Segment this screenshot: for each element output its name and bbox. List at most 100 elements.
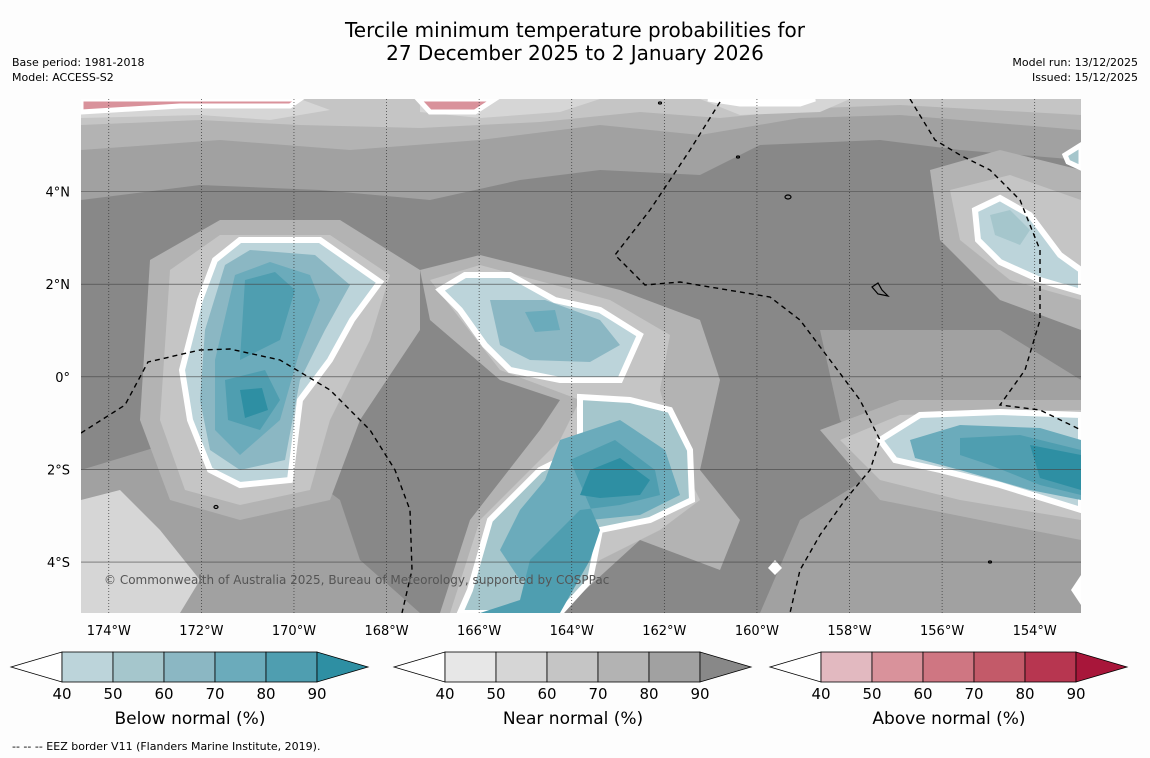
colorbar-segment — [214, 651, 267, 683]
colorbar-below: 40 50 60 70 80 90 — [9, 651, 370, 703]
island-5 — [735, 155, 741, 159]
footnote: -- -- -- EEZ border V11 (Flanders Marine… — [12, 740, 321, 753]
colorbar-segment — [495, 651, 548, 683]
colorbar-tick-label: 60 — [537, 685, 556, 703]
colorbar-extend-low — [9, 651, 63, 683]
issued-date: Issued: 15/12/2025 — [1031, 71, 1138, 84]
above-normal-label: Above normal (%) — [872, 709, 1026, 729]
colorbar-tick-label: 60 — [913, 685, 932, 703]
colorbar-extend-low — [392, 651, 446, 683]
longitude-label: 160°W — [735, 624, 779, 639]
colorbar-tick-label: 40 — [435, 685, 454, 703]
longitude-label: 164°W — [550, 624, 594, 639]
latitude-label: 2°N — [46, 278, 71, 293]
below-normal-east-90 — [1030, 445, 1081, 490]
latitude-label: 4°S — [47, 556, 70, 571]
longitude-label: 156°W — [920, 624, 964, 639]
colorbar-tick-label: 80 — [256, 685, 275, 703]
white-patch-1 — [768, 560, 782, 575]
longitude-label: 154°W — [1013, 624, 1057, 639]
below-normal-label: Below normal (%) — [114, 709, 266, 729]
map-plot-area: © Commonwealth of Australia 2025, Bureau… — [81, 99, 1081, 613]
above-normal-region-1 — [81, 99, 305, 115]
island-3 — [213, 504, 219, 510]
colorbar-tick-label: 60 — [154, 685, 173, 703]
meta-right: Model run: 13/12/2025 Issued: 15/12/2025 — [1012, 55, 1138, 85]
colorbar-tick-label: 40 — [52, 685, 71, 703]
colorbar-tick-label: 90 — [307, 685, 326, 703]
latitude-labels: 4°N 2°N 0° 2°S 4°S — [46, 186, 71, 571]
colorbar-segment — [922, 651, 975, 683]
above-normal-region-2 — [414, 99, 500, 115]
above-normal-region-3 — [707, 99, 816, 107]
near-normal-label: Near normal (%) — [502, 709, 644, 729]
colorbar-near: 40 50 60 70 80 90 — [392, 651, 753, 703]
title-line-2: 27 December 2025 to 2 January 2026 — [386, 41, 764, 65]
colorbar-segment — [871, 651, 924, 683]
colorbar-tick-label: 70 — [964, 685, 983, 703]
longitude-label: 162°W — [642, 624, 686, 639]
map-title: Tercile minimum temperature probabilitie… — [0, 19, 1150, 65]
colorbar-segment — [265, 651, 318, 683]
longitude-label: 166°W — [457, 624, 501, 639]
colorbar-segment — [546, 651, 599, 683]
colorbar-segment — [648, 651, 701, 683]
island-1 — [784, 194, 792, 200]
longitude-label: 158°W — [827, 624, 871, 639]
colorbar-segment — [444, 651, 497, 683]
colorbars: 40 50 60 70 80 90 40 50 60 70 80 90 40 50 60 70 80 90 — [9, 651, 1129, 703]
model-run: Model run: 13/12/2025 — [1012, 56, 1138, 69]
colorbar-extend-low — [768, 651, 822, 683]
below-normal-west-90 — [240, 388, 268, 418]
below-normal-central-70 — [525, 310, 560, 332]
longitude-label: 172°W — [179, 624, 223, 639]
colorbar-tick-label: 90 — [690, 685, 709, 703]
latitude-label: 4°N — [46, 186, 71, 201]
colorbar-extend-high — [1075, 651, 1129, 683]
colorbar-tick-label: 70 — [588, 685, 607, 703]
white-patch-2 — [1071, 575, 1081, 605]
eez-border-west — [81, 348, 413, 613]
colorbar-extend-high — [699, 651, 753, 683]
eez-border-central — [614, 101, 881, 613]
meta-left: Base period: 1981-2018 Model: ACCESS-S2 — [12, 55, 144, 85]
eez-border-east — [909, 99, 1081, 431]
base-period: Base period: 1981-2018 — [12, 56, 145, 69]
colorbar-tick-label: 50 — [862, 685, 881, 703]
colorbar-segment — [973, 651, 1026, 683]
longitude-label: 168°W — [364, 624, 408, 639]
below-normal-ne-50 — [990, 210, 1030, 245]
colorbar-tick-label: 70 — [205, 685, 224, 703]
islands — [213, 101, 993, 564]
island-6 — [987, 560, 993, 564]
below-normal-ne-edge — [1061, 142, 1081, 171]
colorbar-segment — [163, 651, 216, 683]
latitude-label: 0° — [55, 371, 70, 386]
island-2 — [871, 282, 890, 297]
model-name: Model: ACCESS-S2 — [12, 71, 114, 84]
colorbar-extend-high — [316, 651, 370, 683]
below-normal-south-90 — [580, 458, 650, 498]
colorbar-segment — [61, 651, 114, 683]
colorbar-segment — [112, 651, 165, 683]
below-normal-central-60 — [490, 300, 620, 362]
colorbar-tick-label: 40 — [811, 685, 830, 703]
colorbar-tick-label: 90 — [1066, 685, 1085, 703]
colorbar-tick-label: 50 — [486, 685, 505, 703]
near-normal-40-region-south — [81, 490, 200, 613]
eez-borders — [81, 99, 1081, 613]
longitude-label: 170°W — [272, 624, 316, 639]
longitude-labels: 174°W 172°W 170°W 168°W 166°W 164°W 162°W 160°W… — [87, 624, 1057, 639]
colorbar-segment — [820, 651, 873, 683]
colorbar-segment — [1024, 651, 1077, 683]
island-4 — [657, 101, 663, 105]
latitude-label: 2°S — [47, 463, 70, 478]
colorbar-tick-label: 80 — [639, 685, 658, 703]
copyright-text: © Commonwealth of Australia 2025, Bureau… — [104, 573, 609, 587]
title-line-1: Tercile minimum temperature probabilitie… — [344, 18, 806, 42]
graticule — [81, 99, 1081, 613]
colorbar-above: 40 50 60 70 80 90 — [768, 651, 1129, 703]
longitude-label: 174°W — [87, 624, 131, 639]
colorbar-tick-label: 50 — [103, 685, 122, 703]
